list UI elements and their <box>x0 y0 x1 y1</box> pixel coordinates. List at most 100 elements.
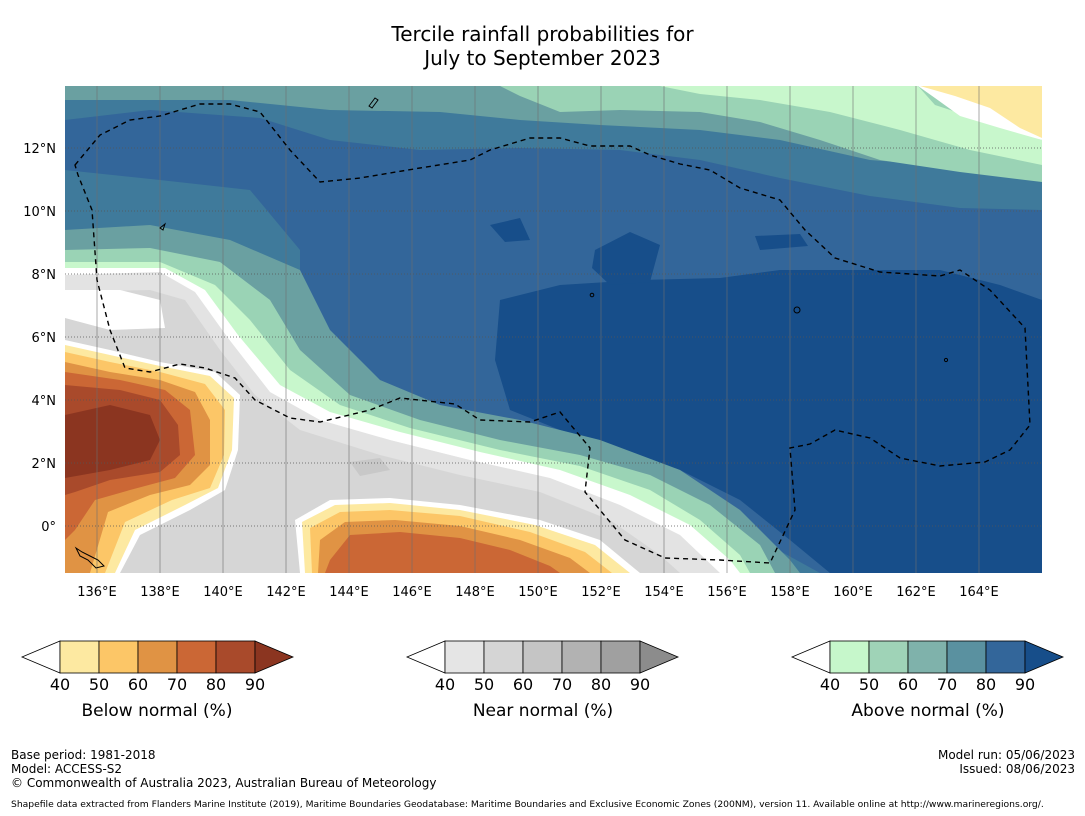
above-colorbar-under-swatch <box>790 640 831 674</box>
colorbar-above <box>790 640 1065 674</box>
near-colorbar-under-swatch <box>405 640 446 674</box>
tick-label: 50 <box>858 675 880 694</box>
below-colorbar-swatch <box>137 640 178 674</box>
tick-label: 90 <box>1014 675 1036 694</box>
title-line-2: July to September 2023 <box>424 46 661 70</box>
colorbar-below <box>20 640 295 674</box>
shapefile-credit: Shapefile data extracted from Flanders M… <box>11 799 1044 810</box>
tick-label: 90 <box>244 675 266 694</box>
x-tick-label: 160°E <box>833 585 873 600</box>
near-colorbar-swatch <box>483 640 524 674</box>
below-colorbar-swatch <box>215 640 256 674</box>
x-tick-label: 146°E <box>392 585 432 600</box>
tick-label: 40 <box>434 675 456 694</box>
y-tick-label: 10°N <box>23 205 56 220</box>
y-tick-label: 6°N <box>32 331 57 346</box>
tick-label: 60 <box>897 675 919 694</box>
yap-island <box>159 222 167 231</box>
chuuk-island <box>589 292 595 298</box>
tick-label: 80 <box>205 675 227 694</box>
near-colorbar-swatch <box>444 640 485 674</box>
colorbar-above-label: Above normal (%) <box>851 701 1005 721</box>
tick-label: 70 <box>166 675 188 694</box>
chart-title: Tercile rainfall probabilities for July … <box>0 22 1085 70</box>
near-colorbar-swatch <box>600 640 641 674</box>
tick-label: 80 <box>975 675 997 694</box>
x-tick-label: 144°E <box>329 585 369 600</box>
colorbar-near-label: Near normal (%) <box>472 701 614 721</box>
tick-label: 80 <box>590 675 612 694</box>
near-blob-small <box>350 458 390 476</box>
x-tick-label: 156°E <box>707 585 747 600</box>
near-50-region <box>65 290 680 573</box>
model-text: Model: ACCESS-S2 <box>11 762 123 776</box>
parallels <box>65 147 1042 527</box>
tick-label: 40 <box>49 675 71 694</box>
above-90-blob-3 <box>755 234 808 250</box>
below-70-south <box>325 532 560 573</box>
below-colorbar-under-swatch <box>20 640 61 674</box>
x-tick-label: 150°E <box>518 585 558 600</box>
below-90-west <box>65 405 160 478</box>
model-run-text: Model run: 05/06/2023 <box>937 748 1075 762</box>
islands <box>74 97 949 569</box>
map-fields <box>65 86 1042 573</box>
kosrae-island <box>943 357 949 363</box>
title-line-1: Tercile rainfall probabilities for <box>391 22 694 46</box>
tick-label: 50 <box>473 675 495 694</box>
tick-label: 70 <box>551 675 573 694</box>
x-tick-label: 142°E <box>266 585 306 600</box>
x-tick-label: 148°E <box>455 585 495 600</box>
below-colorbar-swatch <box>59 640 100 674</box>
above-colorbar-swatch <box>946 640 987 674</box>
guam-island <box>368 97 379 109</box>
below-colorbar-over-swatch <box>254 640 295 674</box>
above-90-region <box>495 270 1042 573</box>
below-colorbar-swatch <box>98 640 139 674</box>
probability-map: 136°E 138°E 140°E 142°E 144°E 146°E 148°… <box>23 86 1042 600</box>
tick-label: 70 <box>936 675 958 694</box>
above-90-blob <box>592 232 660 285</box>
pohnpei-island <box>793 306 801 314</box>
y-tick-label: 8°N <box>32 268 57 283</box>
y-tick-label: 4°N <box>32 394 57 409</box>
gridlines <box>96 86 980 573</box>
above-40-band <box>660 86 1042 165</box>
issued-text: Issued: 08/06/2023 <box>959 762 1075 776</box>
above-colorbar-over-swatch <box>1024 640 1065 674</box>
x-tick-label: 136°E <box>77 585 117 600</box>
x-tick-label: 152°E <box>581 585 621 600</box>
palau-islands <box>74 546 105 569</box>
tick-label: 60 <box>512 675 534 694</box>
near-colorbar-over-swatch <box>639 640 680 674</box>
above-colorbar-swatch <box>985 640 1026 674</box>
y-tick-label: 12°N <box>23 142 56 157</box>
colorbar-below-label: Below normal (%) <box>81 701 233 721</box>
below-40-top <box>920 86 1042 138</box>
eez-boundary <box>74 103 1031 564</box>
tick-label: 40 <box>819 675 841 694</box>
x-tick-label: 154°E <box>644 585 684 600</box>
tick-label: 50 <box>88 675 110 694</box>
copyright-text: © Commonwealth of Australia 2023, Austra… <box>11 776 437 790</box>
y-tick-label: 2°N <box>32 457 57 472</box>
below-colorbar-swatch <box>176 640 217 674</box>
near-colorbar-swatch <box>561 640 602 674</box>
colorbar-near <box>405 640 680 674</box>
base-period-text: Base period: 1981-2018 <box>11 748 156 762</box>
near-colorbar-swatch <box>522 640 563 674</box>
above-colorbar-swatch <box>907 640 948 674</box>
x-tick-label: 158°E <box>770 585 810 600</box>
x-tick-label: 162°E <box>896 585 936 600</box>
x-tick-label: 138°E <box>140 585 180 600</box>
footer-left: Base period: 1981-2018 Model: ACCESS-S2 … <box>11 748 436 790</box>
footer-right: Model run: 05/06/2023 Issued: 08/06/2023 <box>938 748 1075 776</box>
near-white-patch <box>65 290 165 330</box>
tick-label: 60 <box>127 675 149 694</box>
y-tick-label: 0° <box>41 520 56 535</box>
x-tick-label: 164°E <box>959 585 999 600</box>
tick-label: 90 <box>629 675 651 694</box>
above-90-blob-2 <box>490 218 530 242</box>
above-colorbar-swatch <box>868 640 909 674</box>
x-tick-label: 140°E <box>203 585 243 600</box>
